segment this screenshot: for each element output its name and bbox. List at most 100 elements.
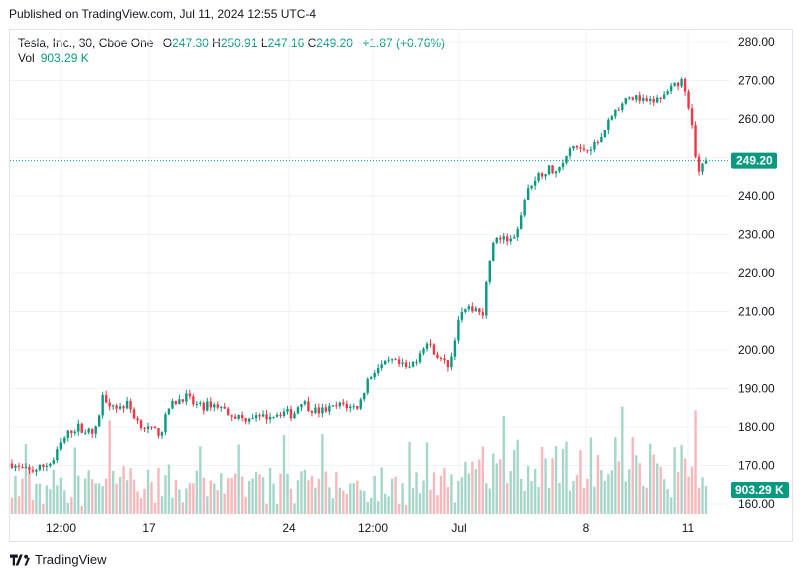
volume-bar [254,471,258,514]
candle-body [485,281,488,316]
volume-bar [209,480,212,514]
candle-body [415,361,418,363]
volume-bar [275,503,279,514]
candle-body [425,343,429,349]
candle-body [565,155,568,164]
candle-body [579,147,582,149]
volume-bar [91,479,94,514]
volume-bar [547,487,551,514]
candle-body [233,416,237,419]
volume-bar [422,480,425,514]
volume-bar [519,478,523,514]
legend-low-label: L [260,36,268,50]
volume-bar [701,477,704,514]
y-tick-label: 200.00 [738,343,775,357]
volume-bar [614,437,617,514]
candlesticks [10,77,708,476]
candle-body [310,410,314,413]
candle-body [450,356,453,368]
candle-body [293,413,296,419]
y-tick-label: 190.00 [738,382,775,396]
candle-body [614,109,617,117]
volume-bar [485,483,488,514]
candle-body [265,414,268,420]
volume-bar [673,447,676,514]
legend-open-label: O [162,36,173,50]
volume-bar [143,488,146,514]
candle-body [359,399,362,409]
candle-body [683,79,687,92]
volume-bar [206,496,209,514]
volume-bar [464,461,467,514]
x-tick-label: 8 [583,521,590,535]
price-axis: 280.00270.00260.00250.00240.00230.00220.… [738,35,775,511]
volume-legend: Vol 903.29 K [18,51,89,65]
candle-body [84,432,87,434]
volume-bar [669,497,673,514]
candle-body [561,163,565,168]
candle-body [272,416,275,418]
volume-bar [429,489,432,514]
volume-bar [366,502,369,514]
volume-bar [457,480,460,514]
candle-body [80,423,83,433]
volume-bar [220,473,223,514]
candle-body [63,437,66,443]
candle-body [230,415,233,417]
candle-body [523,199,526,216]
volume-bar [575,475,579,514]
y-tick-label: 210.00 [738,305,775,319]
volume-bar [293,503,296,514]
candle-body [638,95,641,101]
candle-body [87,428,90,433]
x-tick-label: 24 [282,521,296,535]
candle-body [35,470,38,472]
x-tick-label: 12:00 [358,521,388,535]
candle-body [516,229,519,237]
candle-body [478,308,481,313]
volume-bar [537,486,540,514]
volume-bar [97,483,101,514]
volume-badge: 903.29 K [731,482,789,498]
volume-bar [237,444,240,514]
volume-bar [202,477,206,514]
volume-bar [227,478,230,514]
volume-bar [240,476,244,514]
candle-body [495,237,498,243]
candle-body [349,406,352,409]
volume-bar [338,487,342,514]
volume-bar [404,505,408,514]
volume-bar [488,488,491,514]
tradingview-footer[interactable]: TradingView [10,552,107,567]
candle-body [108,402,111,407]
candle-body [247,418,251,422]
candle-body [635,95,638,100]
candle-body [286,409,289,412]
volume-bar [474,469,478,514]
volume-bar [645,487,648,514]
candle-body [628,97,631,99]
volume-bar [499,459,502,514]
volume-bar [411,488,415,514]
candle-body [669,85,673,92]
volume-bar [495,463,498,514]
volume-bar [453,502,457,514]
volume-bar [690,466,694,514]
volume-bar [370,497,373,514]
volume-bar [342,490,345,514]
candle-body [129,401,132,410]
candle-body [544,174,547,177]
candle-body [338,402,342,407]
candle-body [209,401,212,408]
volume-bar [45,485,49,514]
candle-body [195,403,199,405]
candle-body [289,409,293,419]
candle-body [607,119,610,131]
candle-body [237,415,240,419]
candle-body [593,142,596,150]
candle-body [91,428,94,434]
volume-bar [73,447,76,514]
y-tick-label: 220.00 [738,266,775,280]
y-tick-label: 160.00 [738,497,775,511]
